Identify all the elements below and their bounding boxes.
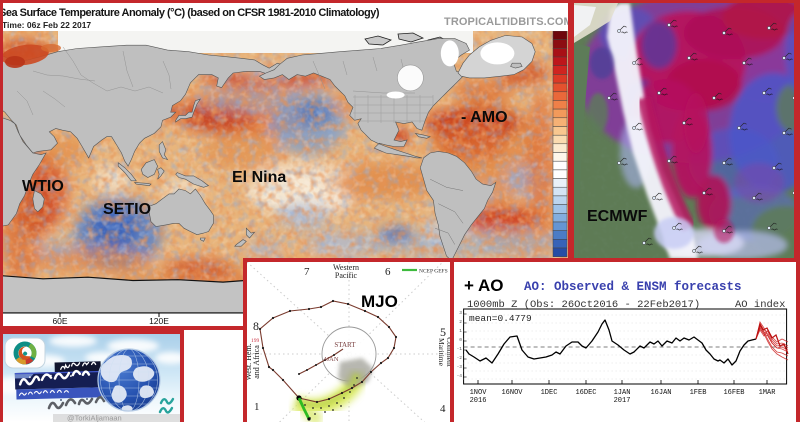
svg-text:+ AO: + AO (464, 276, 504, 295)
svg-text:West. Hem.: West. Hem. (247, 343, 253, 380)
svg-text:1000mb Z (Obs: 26Oct2016 - 22F: 1000mb Z (Obs: 26Oct2016 - 22Feb2017) (467, 299, 700, 311)
svg-text:Western: Western (333, 263, 359, 272)
svg-text:START: START (334, 341, 356, 349)
svg-text:Maritime: Maritime (437, 338, 446, 367)
svg-text:16DEC: 16DEC (575, 389, 596, 397)
svg-text:WTIO: WTIO (22, 178, 64, 195)
svg-text:16NOV: 16NOV (501, 389, 523, 397)
svg-text:1NOV: 1NOV (470, 389, 488, 397)
svg-text:Continent: Continent (445, 337, 451, 367)
svg-text:120E: 120E (149, 316, 169, 326)
svg-text:2017: 2017 (614, 397, 631, 405)
svg-text:ECMWF: ECMWF (587, 208, 648, 225)
svg-text:-3: -3 (457, 364, 463, 370)
svg-text:60E: 60E (52, 316, 67, 326)
svg-text:- AMO: - AMO (461, 109, 508, 126)
svg-text:-2: -2 (457, 355, 463, 361)
svg-text:@TorkiAljamaan: @TorkiAljamaan (67, 414, 122, 422)
svg-text:1: 1 (459, 328, 462, 334)
svg-text:2: 2 (459, 319, 462, 325)
svg-text:NCEP GEFS: NCEP GEFS (419, 269, 448, 275)
svg-text:0: 0 (459, 337, 462, 343)
svg-text:3: 3 (459, 310, 462, 316)
svg-text:7: 7 (304, 266, 310, 278)
svg-text:1JAN: 1JAN (614, 389, 631, 397)
svg-text:16JAN: 16JAN (650, 389, 671, 397)
svg-text:5: 5 (440, 325, 446, 339)
svg-text:2016: 2016 (470, 397, 487, 405)
svg-text:8: 8 (253, 319, 259, 333)
svg-text:El Nina: El Nina (232, 169, 286, 186)
svg-text:Pacific: Pacific (335, 271, 358, 280)
svg-text:SETIO: SETIO (103, 201, 151, 218)
svg-text:4JAN: 4JAN (323, 356, 338, 363)
svg-text:199: 199 (251, 338, 260, 344)
svg-text:16FEB: 16FEB (723, 389, 744, 397)
svg-text:6: 6 (385, 266, 391, 278)
svg-text:1MAR: 1MAR (759, 389, 777, 397)
svg-text:mean=0.4779: mean=0.4779 (469, 313, 532, 324)
svg-text:and Africa: and Africa (252, 345, 261, 379)
svg-text:4: 4 (440, 403, 446, 415)
svg-text:1FEB: 1FEB (690, 389, 707, 397)
svg-text:1DEC: 1DEC (541, 389, 558, 397)
svg-text:AO index: AO index (735, 299, 785, 311)
svg-text:-4: -4 (457, 373, 463, 379)
svg-text:-1: -1 (457, 346, 463, 352)
svg-text:AO: Observed & ENSM forecasts: AO: Observed & ENSM forecasts (524, 280, 742, 294)
svg-text:1: 1 (254, 401, 260, 413)
svg-text:MJO: MJO (361, 292, 398, 311)
